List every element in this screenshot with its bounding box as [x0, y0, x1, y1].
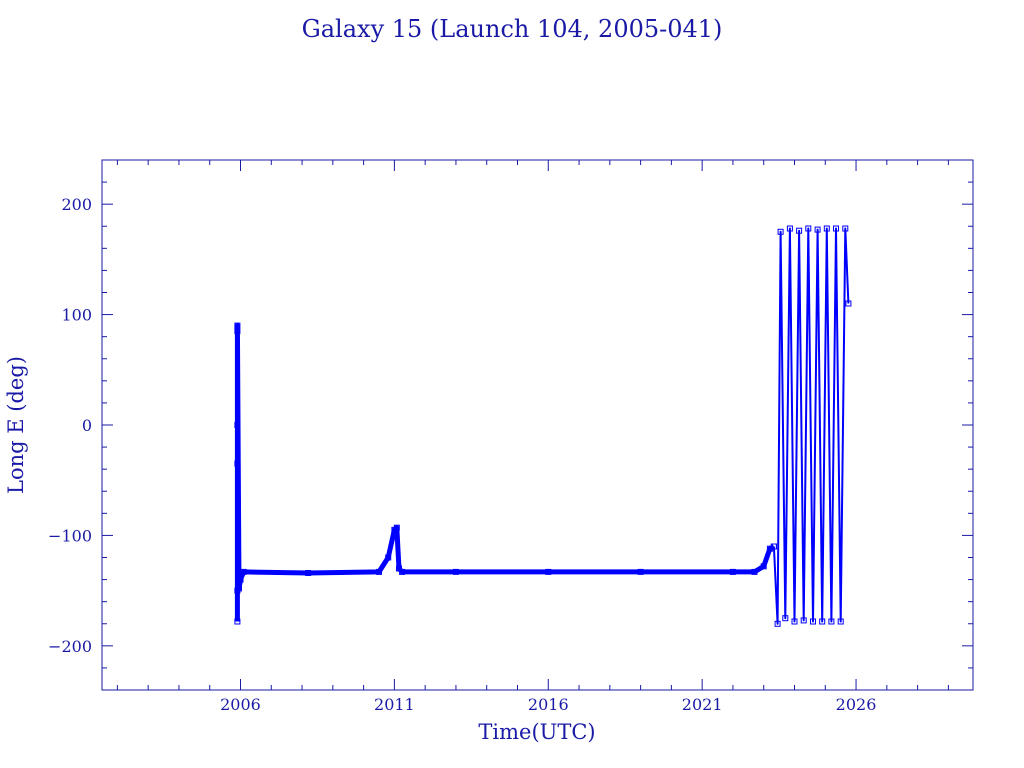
- data-point: [234, 618, 241, 625]
- data-point: [305, 570, 312, 576]
- data-point: [729, 568, 736, 575]
- series-line: [772, 227, 850, 625]
- data-point: [637, 568, 644, 575]
- data-point: [777, 228, 784, 235]
- data-point: [823, 225, 830, 232]
- x-tick-label: 2026: [836, 695, 877, 714]
- y-tick-label: 200: [61, 195, 92, 214]
- data-series: [234, 225, 852, 627]
- y-axis-label: Long E (deg): [4, 356, 28, 494]
- data-point: [833, 225, 839, 232]
- y-tick-label: −100: [48, 526, 92, 545]
- data-point: [545, 568, 552, 575]
- data-point: [845, 300, 852, 307]
- data-point: [751, 568, 758, 575]
- chart-title: Galaxy 15 (Launch 104, 2005-041): [302, 15, 723, 43]
- data-point: [796, 227, 803, 234]
- data-point: [760, 563, 767, 570]
- y-tick-label: −200: [48, 637, 92, 656]
- x-axis-label: Time(UTC): [478, 720, 595, 744]
- data-point: [774, 620, 781, 627]
- axis-ticks: [102, 159, 973, 691]
- data-point: [842, 225, 849, 232]
- data-point: [770, 543, 777, 550]
- data-point: [452, 568, 459, 575]
- data-point: [805, 225, 812, 232]
- data-point: [236, 585, 242, 592]
- data-point: [837, 618, 844, 625]
- data-point: [828, 618, 835, 625]
- data-point: [237, 576, 244, 583]
- y-tick-label: 100: [61, 306, 92, 325]
- data-point: [810, 618, 816, 625]
- data-point: [399, 568, 406, 575]
- data-point: [234, 322, 241, 329]
- data-point: [396, 565, 402, 572]
- x-tick-label: 2011: [374, 695, 415, 714]
- x-tick-label: 2006: [220, 695, 261, 714]
- data-point: [393, 524, 400, 531]
- data-point: [800, 617, 807, 624]
- data-point: [782, 615, 789, 622]
- data-point: [814, 226, 821, 233]
- data-point: [376, 568, 382, 575]
- x-tick-label: 2021: [682, 695, 723, 714]
- data-point: [791, 618, 798, 625]
- tick-labels: 2006 2011 2016 2021 2026 200 100 0 −100 −200: [48, 195, 876, 714]
- y-tick-label: 0: [82, 416, 92, 435]
- series-line: [234, 323, 776, 622]
- data-point: [819, 618, 826, 625]
- plot-frame: [101, 159, 974, 691]
- data-point: [234, 422, 241, 428]
- data-point: [234, 460, 241, 467]
- data-point: [786, 225, 793, 232]
- x-tick-label: 2016: [528, 695, 569, 714]
- data-point: [385, 554, 392, 561]
- data-point: [240, 568, 247, 575]
